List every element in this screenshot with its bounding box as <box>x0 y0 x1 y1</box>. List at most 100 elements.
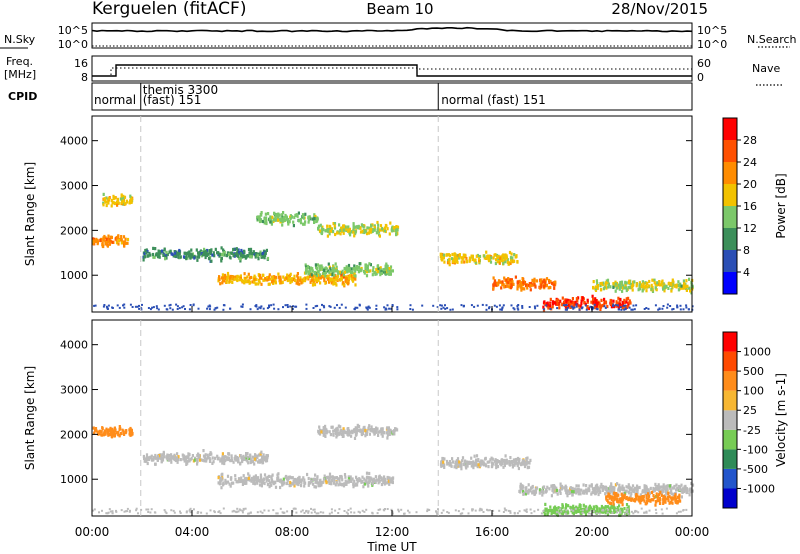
power-cell <box>343 228 346 232</box>
power-cell <box>267 282 270 286</box>
power-cell <box>352 224 355 228</box>
power-cell <box>190 248 193 252</box>
power-cell <box>660 283 663 287</box>
velocity-cell <box>285 477 288 481</box>
velocity-cell <box>221 457 225 461</box>
velocity-cell <box>505 461 508 465</box>
velocity-cell <box>594 491 597 495</box>
power-cell <box>323 306 326 309</box>
velocity-cell <box>297 480 300 484</box>
power-cell <box>567 300 570 304</box>
power-cell <box>502 261 505 266</box>
power-cell <box>271 280 274 284</box>
power-cell <box>233 254 236 258</box>
power-cell <box>106 244 109 248</box>
power-cell <box>165 253 168 257</box>
velocity-cell <box>553 508 556 512</box>
power-cell <box>464 253 467 257</box>
power-cell <box>296 272 299 276</box>
power-cell <box>126 241 129 245</box>
power-cell <box>259 217 262 221</box>
velocity-cell <box>609 501 612 505</box>
power-cell <box>334 273 337 278</box>
power-cell <box>282 306 284 309</box>
power-cell <box>643 286 646 290</box>
velocity-cell <box>588 484 591 488</box>
velocity-cell <box>124 510 127 513</box>
power-cell <box>679 308 682 311</box>
velocity-cell <box>254 477 257 481</box>
power-cell <box>191 255 194 259</box>
power-cell <box>517 308 520 311</box>
power-cell <box>102 305 105 308</box>
velocity-cell <box>450 464 453 468</box>
power-cell <box>353 264 356 268</box>
velocity-cell <box>454 460 458 464</box>
velocity-cell <box>547 509 550 513</box>
velocity-cell <box>105 427 108 431</box>
power-cell <box>691 284 694 288</box>
velocity-cell <box>613 486 616 490</box>
power-cell <box>336 304 338 307</box>
velocity-cell <box>621 499 624 503</box>
power-cell <box>514 275 517 279</box>
velocity-cell <box>322 477 326 481</box>
power-cell <box>446 307 449 310</box>
power-cell <box>487 257 491 261</box>
velocity-cell <box>656 497 659 501</box>
velocity-cell <box>266 483 269 487</box>
velocity-cell <box>546 512 549 516</box>
power-cell <box>563 299 566 303</box>
velocity-cell <box>675 483 678 487</box>
power-cell <box>220 246 223 250</box>
velocity-cell <box>479 507 482 510</box>
velocity-cell <box>602 509 605 512</box>
velocity-cell <box>599 485 602 489</box>
velocity-cell <box>388 430 391 434</box>
power-cell <box>542 308 545 311</box>
power-cell <box>564 304 567 307</box>
velocity-cell <box>121 428 124 432</box>
power-cell <box>104 197 107 201</box>
velocity-cell <box>633 499 637 503</box>
power-cell <box>272 303 275 306</box>
power-cell <box>222 253 225 257</box>
velocity-cell <box>489 458 492 462</box>
power-cell <box>169 249 172 253</box>
power-cell <box>192 303 195 306</box>
power-cell <box>607 285 610 289</box>
power-cell <box>539 280 542 284</box>
velocity-cell <box>364 479 367 483</box>
velocity-cell <box>303 478 306 482</box>
velocity-cell <box>446 462 449 466</box>
velocity-cell <box>371 429 374 433</box>
velocity-cell <box>585 484 588 488</box>
velocity-cell <box>446 511 449 513</box>
power-cell <box>209 251 212 255</box>
power-cell <box>96 238 99 242</box>
power-cell <box>256 215 259 219</box>
power-cell <box>370 224 373 228</box>
power-cell <box>379 266 382 270</box>
velocity-cell <box>258 483 262 487</box>
power-cell <box>549 297 552 301</box>
velocity-cell <box>252 481 255 485</box>
velocity-cell <box>600 504 603 509</box>
power-cell <box>312 274 315 278</box>
velocity-cell <box>102 432 106 436</box>
power-cell <box>317 224 321 228</box>
power-cell <box>239 257 242 261</box>
power-cell <box>240 248 243 253</box>
power-cell <box>553 283 556 287</box>
velocity-cell <box>570 508 573 511</box>
power-cell <box>606 278 610 282</box>
velocity-cell <box>332 433 335 437</box>
power-cell <box>274 281 277 285</box>
velocity-cell <box>590 484 593 488</box>
velocity-cell <box>190 456 193 460</box>
velocity-cell <box>355 433 358 437</box>
power-cell <box>642 282 645 286</box>
velocity-cell <box>388 432 391 436</box>
